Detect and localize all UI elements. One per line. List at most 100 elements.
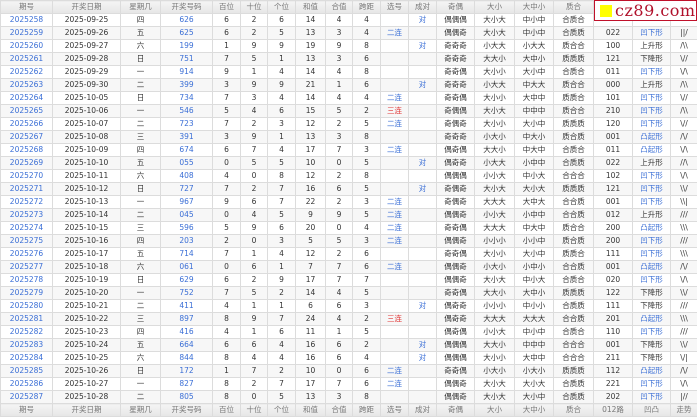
cell-big-mid-small: 中大中 [515, 144, 554, 157]
cell-sum-tail: 3 [326, 131, 353, 144]
cell-big-mid-small: 大小中 [515, 391, 554, 404]
cell-issue[interactable]: 2025286 [1, 378, 53, 391]
cell-winning-number[interactable]: 827 [161, 378, 213, 391]
cell-weekday: 三 [121, 131, 161, 144]
cell-sum: 12 [296, 248, 326, 261]
cell-issue[interactable]: 2025287 [1, 391, 53, 404]
site-logo[interactable]: cz89.com [594, 0, 697, 21]
cell-consecutive [381, 157, 409, 170]
cell-issue[interactable]: 2025263 [1, 79, 53, 92]
cell-shape: 凸起形 [633, 222, 671, 235]
cell-odd-even: 奇奇偶 [437, 365, 475, 378]
cell-winning-number[interactable]: 411 [161, 300, 213, 313]
cell-pair: 对 [409, 339, 437, 352]
cell-issue[interactable]: 2025285 [1, 365, 53, 378]
cell-winning-number[interactable]: 751 [161, 53, 213, 66]
cell-winning-number[interactable]: 626 [161, 14, 213, 27]
cell-issue[interactable]: 2025282 [1, 326, 53, 339]
cell-issue[interactable]: 2025261 [1, 53, 53, 66]
cell-issue[interactable]: 2025270 [1, 170, 53, 183]
cell-winning-number[interactable]: 752 [161, 287, 213, 300]
cell-winning-number[interactable]: 416 [161, 326, 213, 339]
cell-issue[interactable]: 2025268 [1, 144, 53, 157]
cell-big-mid-small: 中小大 [515, 170, 554, 183]
cell-issue[interactable]: 2025284 [1, 352, 53, 365]
cell-winning-number[interactable]: 723 [161, 118, 213, 131]
cell-odd-even: 奇奇奇 [437, 79, 475, 92]
cell-winning-number[interactable]: 203 [161, 235, 213, 248]
cell-hundreds: 7 [213, 183, 241, 196]
cell-issue[interactable]: 2025259 [1, 27, 53, 40]
cell-weekday: 三 [121, 313, 161, 326]
cell-issue[interactable]: 2025277 [1, 261, 53, 274]
cell-issue[interactable]: 2025278 [1, 274, 53, 287]
cell-winning-number[interactable]: 714 [161, 248, 213, 261]
cell-issue[interactable]: 2025275 [1, 235, 53, 248]
cell-consecutive [381, 300, 409, 313]
cell-trend: \/\ [671, 170, 697, 183]
cell-span: 2 [353, 339, 381, 352]
cell-issue[interactable]: 2025260 [1, 40, 53, 53]
cell-winning-number[interactable]: 061 [161, 261, 213, 274]
cell-issue[interactable]: 2025276 [1, 248, 53, 261]
cell-big-mid-small: 大中小 [515, 53, 554, 66]
cell-issue[interactable]: 2025273 [1, 209, 53, 222]
cell-issue[interactable]: 2025267 [1, 131, 53, 144]
cell-odd-even: 奇奇偶 [437, 248, 475, 261]
cell-odd-even: 偶偶偶 [437, 170, 475, 183]
cell-issue[interactable]: 2025280 [1, 300, 53, 313]
cell-sum: 7 [296, 261, 326, 274]
cell-consecutive: 二连 [381, 235, 409, 248]
cell-big-small: 大小小 [475, 92, 515, 105]
cell-issue[interactable]: 2025265 [1, 105, 53, 118]
cell-winning-number[interactable]: 664 [161, 339, 213, 352]
cell-tens: 0 [241, 235, 268, 248]
cell-issue[interactable]: 2025266 [1, 118, 53, 131]
cell-winning-number[interactable]: 596 [161, 222, 213, 235]
cell-winning-number[interactable]: 055 [161, 157, 213, 170]
cell-issue[interactable]: 2025283 [1, 339, 53, 352]
cell-winning-number[interactable]: 045 [161, 209, 213, 222]
cell-winning-number[interactable]: 805 [161, 391, 213, 404]
cell-sum-tail: 7 [326, 274, 353, 287]
cell-road-012: 221 [594, 378, 633, 391]
cell-issue[interactable]: 2025269 [1, 157, 53, 170]
cell-winning-number[interactable]: 391 [161, 131, 213, 144]
cell-pair [409, 222, 437, 235]
cell-sum: 14 [296, 14, 326, 27]
cell-issue[interactable]: 2025272 [1, 196, 53, 209]
cell-winning-number[interactable]: 399 [161, 79, 213, 92]
cell-prime-composite: 合合质 [554, 209, 594, 222]
cell-issue[interactable]: 2025274 [1, 222, 53, 235]
cell-winning-number[interactable]: 897 [161, 313, 213, 326]
cell-issue[interactable]: 2025264 [1, 92, 53, 105]
cell-winning-number[interactable]: 844 [161, 352, 213, 365]
cell-winning-number[interactable]: 546 [161, 105, 213, 118]
cell-winning-number[interactable]: 199 [161, 40, 213, 53]
cell-hundreds: 8 [213, 378, 241, 391]
cell-winning-number[interactable]: 629 [161, 274, 213, 287]
cell-sum: 16 [296, 339, 326, 352]
cell-winning-number[interactable]: 625 [161, 27, 213, 40]
cell-winning-number[interactable]: 674 [161, 144, 213, 157]
cell-span: 5 [353, 183, 381, 196]
cell-issue[interactable]: 2025271 [1, 183, 53, 196]
cell-issue[interactable]: 2025281 [1, 313, 53, 326]
cell-big-mid-small: 大大大 [515, 313, 554, 326]
cell-winning-number[interactable]: 408 [161, 170, 213, 183]
cell-winning-number[interactable]: 967 [161, 196, 213, 209]
cell-issue[interactable]: 2025279 [1, 287, 53, 300]
column-header-hundreds: 百位 [213, 1, 241, 14]
cell-road-012: 200 [594, 235, 633, 248]
cell-tens: 1 [241, 326, 268, 339]
cell-issue[interactable]: 2025258 [1, 14, 53, 27]
cell-winning-number[interactable]: 727 [161, 183, 213, 196]
cell-hundreds: 7 [213, 118, 241, 131]
cell-winning-number[interactable]: 914 [161, 66, 213, 79]
cell-odd-even: 奇奇偶 [437, 222, 475, 235]
cell-sum: 10 [296, 365, 326, 378]
cell-issue[interactable]: 2025262 [1, 66, 53, 79]
cell-winning-number[interactable]: 734 [161, 92, 213, 105]
cell-winning-number[interactable]: 172 [161, 365, 213, 378]
